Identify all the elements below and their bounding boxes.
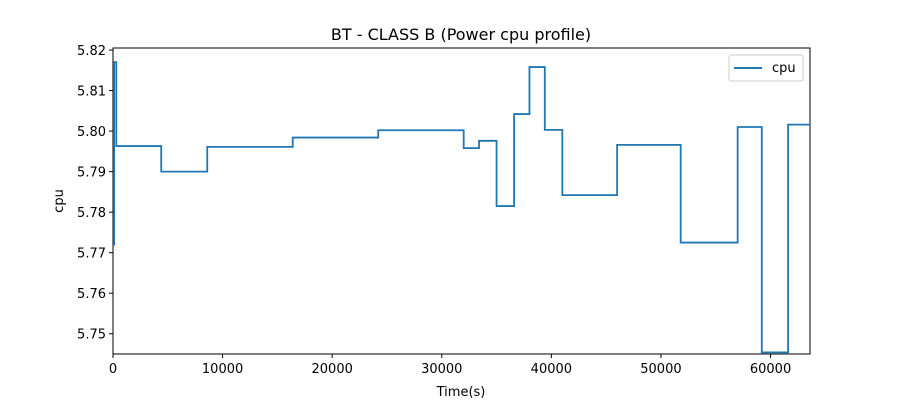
y-axis-ticks: 5.75 5.76 5.77 5.78 5.79 5.80 5.81 5.82: [77, 44, 113, 343]
y-tick-label: 5.80: [77, 125, 106, 140]
x-tick-label: 20000: [312, 362, 353, 377]
plot-frame: [112, 47, 811, 355]
y-tick-label: 5.79: [77, 166, 106, 181]
legend-box: [728, 54, 804, 82]
x-tick-label: 0: [109, 362, 117, 377]
chart-title: BT - CLASS B (Power cpu profile): [331, 25, 591, 44]
y-axis-label: cpu: [52, 189, 67, 213]
x-axis-ticks: 0 10000 20000 30000 40000 50000 60000: [109, 354, 791, 377]
x-tick-label: 60000: [750, 362, 791, 377]
x-tick-label: 10000: [202, 362, 243, 377]
y-tick-label: 5.77: [77, 247, 106, 262]
legend-label-cpu: cpu: [772, 61, 796, 76]
y-tick-label: 5.78: [77, 206, 106, 221]
y-tick-label: 5.81: [77, 85, 106, 100]
series-line-cpu: [113, 61, 810, 354]
y-tick-label: 5.76: [77, 287, 106, 302]
x-tick-label: 50000: [640, 362, 681, 377]
legend: cpu: [728, 54, 804, 82]
x-tick-label: 40000: [531, 362, 572, 377]
series-layer: [113, 61, 810, 354]
x-axis-label: Time(s): [436, 385, 486, 400]
y-tick-label: 5.82: [77, 44, 106, 59]
x-tick-label: 30000: [421, 362, 462, 377]
y-tick-label: 5.75: [77, 328, 106, 343]
plot-area: [112, 47, 811, 355]
